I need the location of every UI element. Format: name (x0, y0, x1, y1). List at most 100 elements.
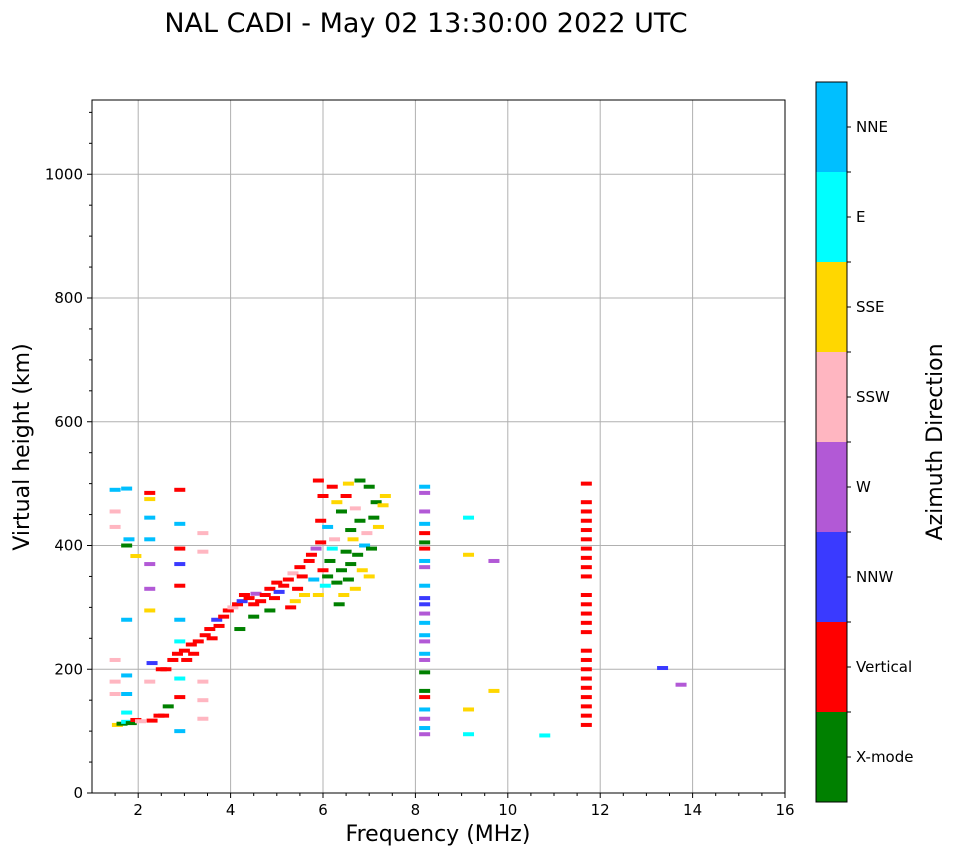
data-point (580, 630, 592, 635)
data-point (419, 558, 431, 563)
data-point (580, 528, 592, 533)
data-point (379, 494, 391, 498)
data-point (580, 555, 592, 560)
y-tick-label: 600 (54, 413, 83, 431)
data-point (188, 651, 200, 656)
colorbar-segment (816, 262, 847, 352)
data-point (580, 546, 592, 551)
x-axis-title: Frequency (MHz) (346, 822, 531, 847)
colorbar-label: E (856, 208, 865, 226)
data-point (324, 558, 336, 563)
data-point (580, 620, 592, 625)
data-point (144, 490, 156, 495)
data-point (174, 639, 186, 644)
data-point (315, 518, 327, 523)
data-point (366, 546, 378, 551)
data-point (419, 565, 431, 570)
data-point (197, 698, 209, 703)
data-point (488, 688, 500, 693)
data-point (218, 614, 230, 619)
data-point (349, 586, 361, 591)
data-point (278, 583, 290, 588)
colorbar-label: NNE (856, 118, 888, 136)
chart-title: NAL CADI - May 02 13:30:00 2022 UTC (164, 8, 687, 39)
data-point (255, 599, 267, 604)
data-point (174, 676, 186, 681)
x-tick-label: 12 (591, 801, 610, 819)
y-axis-ticks: 0 200 400 600 800 1000 (45, 111, 92, 802)
data-point (580, 574, 592, 579)
data-point (264, 586, 276, 591)
data-point (419, 602, 431, 607)
data-point (419, 509, 431, 514)
data-point (259, 593, 271, 597)
data-point (174, 562, 186, 567)
data-point (326, 546, 338, 551)
data-point (123, 537, 135, 542)
data-point (675, 682, 687, 687)
data-point (363, 484, 375, 489)
data-point (204, 627, 216, 632)
x-tick-label: 10 (498, 801, 517, 819)
data-point (174, 617, 186, 622)
data-point (331, 580, 343, 585)
colorbar-segment (816, 352, 847, 442)
data-point (463, 515, 475, 520)
data-point (310, 546, 322, 551)
colorbar-label: NNW (856, 568, 893, 586)
data-point (345, 528, 357, 533)
data-point (356, 568, 368, 573)
data-point (197, 716, 209, 721)
data-point (243, 596, 255, 601)
data-point (312, 478, 324, 483)
data-point (419, 651, 431, 656)
data-point (197, 531, 209, 536)
data-point (580, 704, 592, 709)
x-tick-label: 14 (683, 801, 702, 819)
y-tick-label: 800 (54, 289, 83, 307)
data-point (342, 577, 354, 582)
x-tick-label: 16 (775, 801, 794, 819)
y-tick-label: 0 (73, 784, 83, 802)
data-point (322, 524, 334, 529)
data-point (192, 639, 204, 644)
data-point (236, 599, 248, 604)
data-point (580, 648, 592, 653)
data-point (580, 667, 592, 672)
y-tick-label: 1000 (45, 165, 83, 183)
data-point (185, 642, 197, 647)
data-point (580, 611, 592, 616)
data-point (121, 486, 133, 491)
data-point (580, 565, 592, 570)
data-point (342, 481, 354, 486)
data-point (299, 593, 311, 597)
data-point (197, 679, 209, 684)
data-point (178, 648, 190, 653)
data-point (317, 568, 329, 573)
data-point (234, 627, 246, 632)
colorbar-segment (816, 622, 847, 712)
data-point (580, 481, 592, 486)
data-point (109, 524, 121, 529)
data-point (419, 707, 431, 712)
data-point (109, 509, 121, 514)
data-point (340, 549, 352, 554)
grid-lines (92, 100, 786, 794)
data-point (580, 500, 592, 505)
data-point (345, 562, 357, 567)
data-point (308, 577, 320, 582)
data-point (359, 543, 371, 548)
data-point (335, 509, 347, 514)
data-point (419, 531, 431, 536)
data-point (206, 636, 218, 641)
data-point (377, 503, 389, 508)
colorbar-label: X-mode (856, 748, 913, 766)
data-point (121, 673, 133, 678)
data-point (419, 695, 431, 700)
y-tick-label: 400 (54, 537, 83, 555)
data-point (463, 552, 475, 557)
data-point (109, 692, 121, 696)
data-point (264, 608, 276, 613)
data-point (340, 494, 352, 498)
data-point (174, 521, 186, 526)
